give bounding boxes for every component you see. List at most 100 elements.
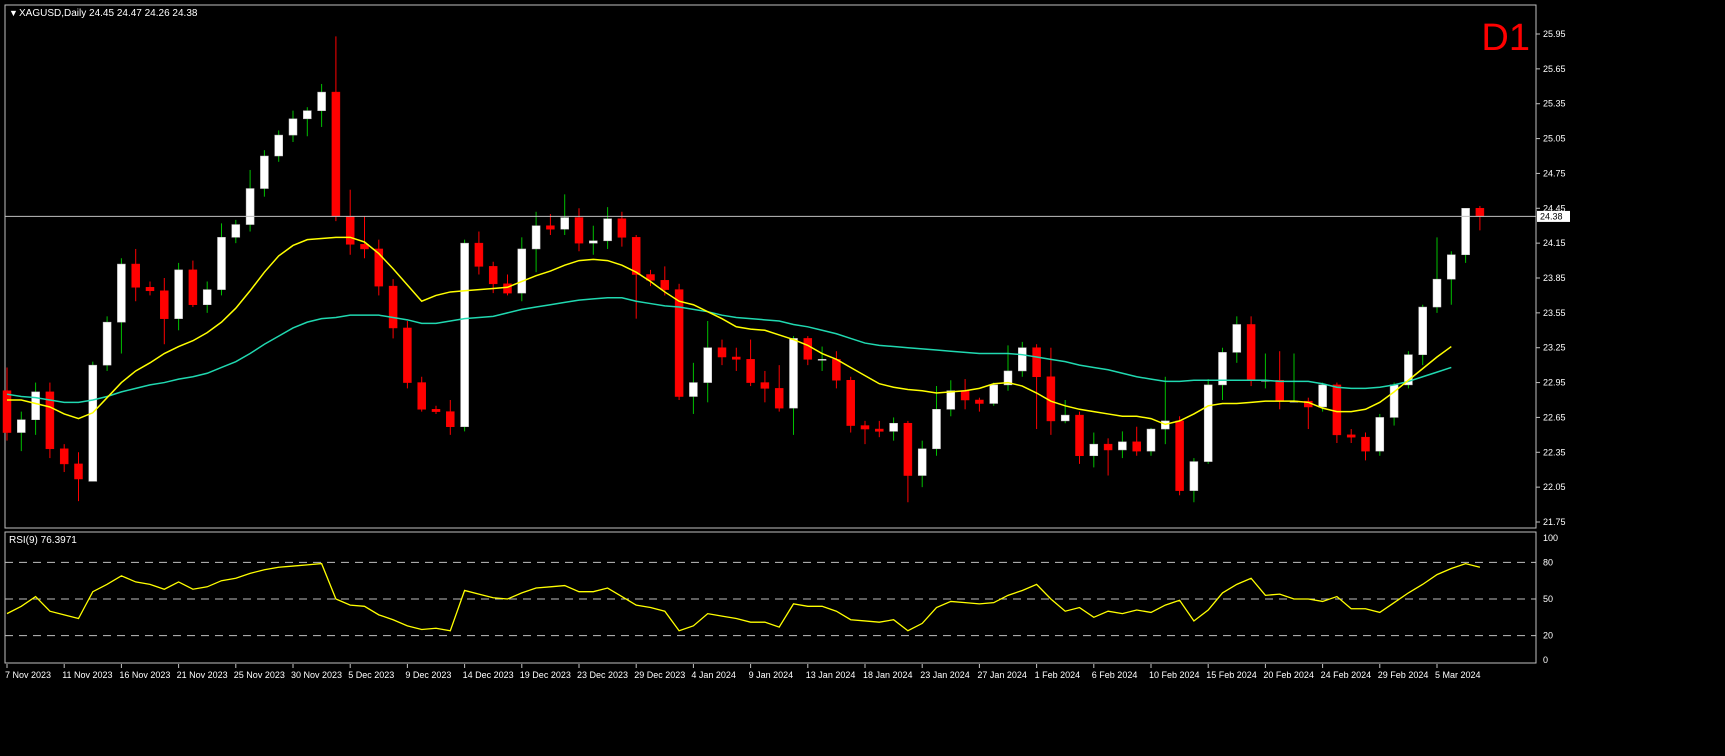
- candle: [732, 347, 741, 371]
- candle: [388, 279, 398, 339]
- current-price-box: [1537, 210, 1570, 222]
- candle-body: [374, 248, 384, 287]
- candle: [88, 361, 98, 482]
- price-tick-label: 24.75: [1543, 168, 1566, 178]
- candle-body: [917, 448, 927, 476]
- candle-body: [446, 411, 455, 427]
- time-tick-label: 9 Dec 2023: [405, 670, 451, 680]
- candle-body: [1246, 324, 1256, 381]
- price-tick-label: 23.85: [1543, 273, 1566, 283]
- candle: [260, 150, 269, 197]
- candle: [1375, 413, 1385, 456]
- menu-triangle-icon[interactable]: ▼: [9, 8, 18, 18]
- candle: [117, 258, 126, 354]
- candle: [217, 223, 226, 296]
- candle-body: [145, 287, 155, 292]
- candle-body: [1146, 428, 1156, 452]
- time-tick-label: 27 Jan 2024: [977, 670, 1027, 680]
- candle: [989, 382, 998, 406]
- candle-body: [1461, 208, 1470, 256]
- candle: [803, 336, 813, 366]
- timeframe-badge: D1: [1481, 17, 1530, 59]
- candle-body: [1475, 208, 1485, 217]
- candle: [1175, 416, 1184, 496]
- rsi-tick-label: 80: [1543, 557, 1553, 567]
- candle-body: [274, 134, 283, 157]
- candle-body: [946, 390, 956, 410]
- candle-body: [188, 269, 198, 305]
- time-axis: 7 Nov 2023 11 Nov 2023 16 Nov 2023 21 Nov 2…: [5, 664, 1481, 680]
- candle-body: [1203, 384, 1213, 462]
- candle: [631, 235, 641, 319]
- candle-body: [131, 263, 140, 288]
- candle-body: [360, 244, 369, 250]
- candle-body: [460, 242, 469, 427]
- candle-body: [774, 388, 784, 409]
- candle-body: [1018, 347, 1027, 372]
- candle: [1075, 411, 1084, 464]
- candle: [1132, 426, 1141, 456]
- price-tick-label: 23.55: [1543, 308, 1566, 318]
- time-tick-label: 18 Jan 2024: [863, 670, 913, 680]
- time-tick-label: 6 Feb 2024: [1092, 670, 1138, 680]
- candle-body: [388, 285, 398, 329]
- time-tick-label: 23 Jan 2024: [920, 670, 970, 680]
- candle-body: [31, 391, 40, 421]
- candle: [474, 231, 484, 275]
- candle: [703, 320, 712, 403]
- candle-body: [1060, 414, 1070, 422]
- rsi-pane-frame: [4, 531, 1537, 664]
- candle-body: [417, 382, 426, 410]
- candle-body: [174, 269, 183, 319]
- candle: [1461, 208, 1470, 263]
- rsi-line: [6, 562, 1481, 632]
- candle-body: [603, 218, 612, 242]
- candle: [274, 130, 283, 162]
- candle: [188, 260, 198, 308]
- candle: [245, 169, 255, 232]
- candle: [975, 397, 984, 412]
- candle: [174, 262, 183, 331]
- symbol-info-label: XAGUSD,Daily 24.45 24.47 24.26 24.38: [19, 8, 198, 19]
- candle: [503, 274, 512, 296]
- candle-body: [1003, 370, 1013, 386]
- candle: [1146, 427, 1156, 456]
- candle-body: [574, 217, 584, 244]
- candle-body: [1032, 347, 1041, 378]
- candle: [1089, 432, 1099, 468]
- candle: [403, 320, 412, 389]
- candle-body: [531, 225, 541, 250]
- time-tick-label: 4 Jan 2024: [691, 670, 736, 680]
- time-tick-label: 1 Feb 2024: [1035, 670, 1081, 680]
- time-tick-label: 7 Nov 2023: [5, 670, 51, 680]
- candle-body: [703, 347, 712, 383]
- time-tick-label: 25 Nov 2023: [234, 670, 285, 680]
- candle-body: [817, 359, 827, 361]
- ma-fast-line: [7, 236, 1452, 426]
- candle-body: [1332, 384, 1342, 436]
- time-tick-label: 23 Dec 2023: [577, 670, 628, 680]
- candle-body: [403, 327, 412, 383]
- time-tick-label: 15 Feb 2024: [1206, 670, 1257, 680]
- candle: [1318, 382, 1327, 412]
- rsi-tick-label: 100: [1543, 533, 1558, 543]
- rsi-axis: 100 80 50 20 0: [1543, 533, 1558, 665]
- moving-average-lines: [6, 236, 1452, 426]
- candle-body: [245, 188, 255, 225]
- candle-body: [560, 217, 569, 230]
- candle-body: [1103, 443, 1113, 451]
- candle: [717, 339, 727, 366]
- candle-body: [1432, 278, 1442, 308]
- current-price-label: 24.38: [1540, 211, 1563, 221]
- rsi-tick-label: 50: [1543, 594, 1553, 604]
- time-tick-label: 5 Dec 2023: [348, 670, 394, 680]
- candle-body: [1404, 354, 1413, 386]
- price-tick-label: 25.05: [1543, 134, 1566, 144]
- candle: [560, 194, 569, 236]
- candle: [1418, 304, 1427, 366]
- candle-body: [1132, 441, 1141, 452]
- candle-body: [74, 463, 83, 480]
- candle-body: [975, 399, 984, 404]
- time-tick-label: 29 Feb 2024: [1378, 670, 1429, 680]
